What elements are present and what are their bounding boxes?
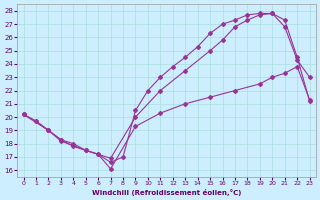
X-axis label: Windchill (Refroidissement éolien,°C): Windchill (Refroidissement éolien,°C) [92,189,241,196]
